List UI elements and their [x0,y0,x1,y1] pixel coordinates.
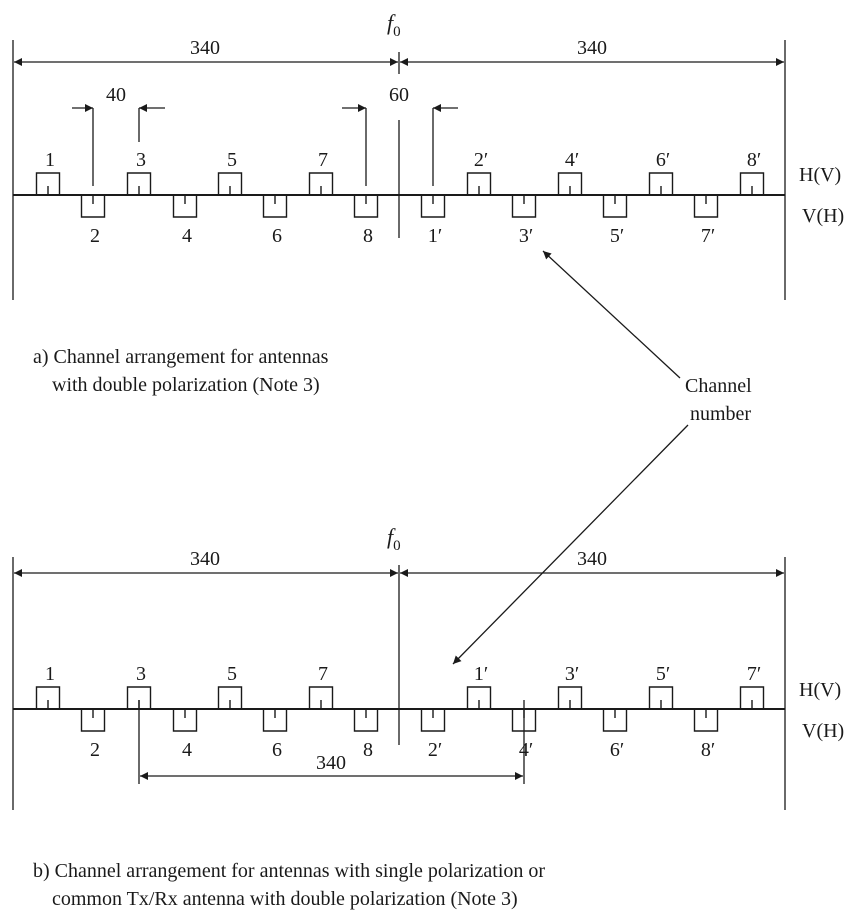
channel-label: 3 [136,149,146,171]
channel-marker-upper: 7′ [739,663,765,709]
channel-label: 1′ [474,663,488,685]
callout-line1: Channel [685,375,752,397]
span-right-label: 340 [577,37,607,59]
f0-label: f0 [387,524,401,554]
channel-marker-lower: 5′ [602,195,628,247]
channel-label: 4′ [565,149,579,171]
channel-marker-upper: 2′ [466,149,492,195]
channel-label: 2′ [428,739,442,761]
span-left-label: 340 [190,548,220,570]
channel-label: 3′ [519,225,533,247]
channel-label: 5′ [610,225,624,247]
channel-label: 6 [272,739,282,761]
polarization-upper-label: H(V) [799,679,841,701]
channel-label: 8 [363,739,373,761]
channel-marker-upper: 4′ [557,149,583,195]
f0-label: f0 [387,10,401,40]
channel-marker-lower: 8 [353,709,379,761]
channel-marker-upper: 5 [217,663,243,709]
channel-marker-lower: 6 [262,195,288,247]
callout-arrow-top [542,250,681,379]
caption-b-line2: common Tx/Rx antenna with double polariz… [52,888,518,910]
diagram-a: 340 340 f0 40 60 H(V) V(H) 1 3 5 7 2′ 4′ 6′ 8′ 2… [12,10,844,300]
channel-set: 1 3 5 7 2′ 4′ 6′ 8′ 2 4 6 8 1′ 3′ 5′ 7′ [35,149,765,247]
channel-marker-upper: 1 [35,149,61,195]
channel-marker-upper: 7 [308,663,334,709]
channel-number-callout: Channel number [452,250,752,665]
channel-label: 3 [136,663,146,685]
channel-label: 5 [227,149,237,171]
channel-label: 2′ [474,149,488,171]
channel-marker-lower: 7′ [693,195,719,247]
channel-label: 2 [90,225,100,247]
caption-a-line2: with double polarization (Note 3) [52,374,320,396]
channel-marker-lower: 1′ [420,195,446,247]
channel-marker-lower: 8 [353,195,379,247]
channel-label: 4′ [519,739,533,761]
channel-label: 4 [182,739,192,761]
channel-label: 7′ [747,663,761,685]
channel-marker-upper: 3′ [557,663,583,709]
channel-label: 3′ [565,663,579,685]
diagram-b: 340 340 f0 H(V) V(H) 340 1 3 5 7 1′ 3′ 5′ 7′ 2 4 6… [12,524,844,810]
channel-label: 8 [363,225,373,247]
channel-label: 6 [272,225,282,247]
channel-label: 8′ [701,739,715,761]
channel-label: 7′ [701,225,715,247]
channel-marker-upper: 3 [126,149,152,195]
channel-marker-lower: 2′ [420,709,446,761]
spacing-40-label: 40 [106,84,126,106]
callout-line2: number [690,403,751,425]
channel-marker-upper: 8′ [739,149,765,195]
polarization-lower-label: V(H) [802,720,844,742]
span-left-label: 340 [190,37,220,59]
channel-label: 4 [182,225,192,247]
spacing-60-label: 60 [389,84,409,106]
duplex-spacing-label: 340 [316,752,346,774]
channel-label: 1 [45,149,55,171]
channel-label: 5 [227,663,237,685]
channel-label: 5′ [656,663,670,685]
channel-marker-upper: 1′ [466,663,492,709]
channel-label: 7 [318,663,328,685]
channel-marker-lower: 6 [262,709,288,761]
channel-label: 1′ [428,225,442,247]
channel-label: 7 [318,149,328,171]
channel-marker-lower: 2 [80,195,106,247]
channel-marker-lower: 4 [172,195,198,247]
channel-label: 1 [45,663,55,685]
polarization-upper-label: H(V) [799,164,841,186]
channel-set: 1 3 5 7 1′ 3′ 5′ 7′ 2 4 6 8 2′ 4′ 6′ 8′ [35,663,765,761]
channel-label: 2 [90,739,100,761]
caption-a-line1: a) Channel arrangement for antennas [33,346,329,368]
channel-marker-lower: 4′ [511,709,537,761]
channel-label: 6′ [656,149,670,171]
channel-marker-lower: 4 [172,709,198,761]
channel-marker-upper: 5′ [648,663,674,709]
channel-marker-upper: 3 [126,663,152,709]
channel-marker-lower: 8′ [693,709,719,761]
caption-b-line1: b) Channel arrangement for antennas with… [33,860,545,882]
channel-marker-lower: 3′ [511,195,537,247]
channel-marker-upper: 7 [308,149,334,195]
span-right-label: 340 [577,548,607,570]
channel-marker-lower: 2 [80,709,106,761]
channel-label: 8′ [747,149,761,171]
channel-marker-upper: 1 [35,663,61,709]
channel-marker-upper: 5 [217,149,243,195]
polarization-lower-label: V(H) [802,205,844,227]
channel-label: 6′ [610,739,624,761]
callout-arrow-bottom [452,424,689,665]
channel-marker-upper: 6′ [648,149,674,195]
channel-marker-lower: 6′ [602,709,628,761]
